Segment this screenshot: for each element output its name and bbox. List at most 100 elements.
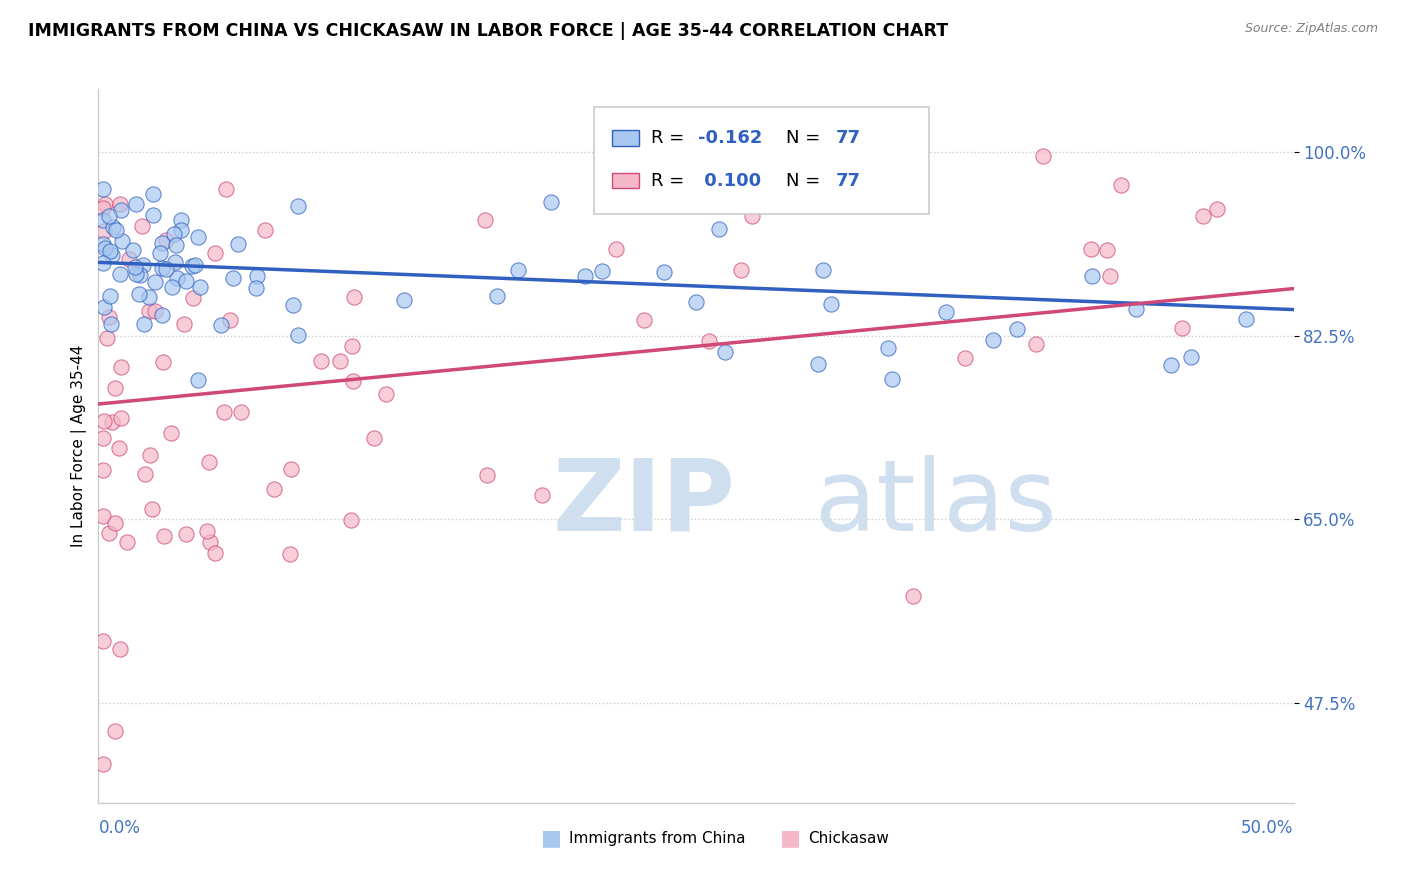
Point (170, 222, 193, 236)
Point (1171, 321, 1194, 335)
Point (187, 230, 209, 244)
Point (374, 386, 396, 401)
Point (278, 547, 301, 561)
Point (91, 633, 114, 648)
Point (226, 237, 249, 252)
Point (631, 135, 654, 149)
Point (219, 313, 242, 327)
Text: N =: N = (786, 171, 825, 189)
Point (170, 212, 193, 227)
Point (91, 463, 114, 477)
Point (93, 300, 115, 314)
Point (98, 526, 121, 541)
Point (149, 246, 172, 260)
Point (91, 237, 114, 252)
Point (212, 405, 235, 419)
Point (138, 290, 160, 304)
FancyBboxPatch shape (612, 130, 638, 145)
Point (287, 199, 309, 213)
Point (953, 351, 976, 365)
Point (474, 212, 496, 227)
Point (309, 354, 332, 368)
Text: N =: N = (786, 128, 825, 146)
Point (91, 182, 114, 196)
Point (174, 274, 197, 288)
Point (685, 294, 707, 309)
Point (111, 234, 134, 248)
Point (141, 208, 163, 222)
Point (1206, 202, 1229, 216)
Point (820, 296, 842, 310)
Text: R =: R = (651, 128, 689, 146)
Point (174, 527, 197, 541)
Point (108, 267, 131, 281)
Point (209, 318, 232, 333)
Text: 0.100: 0.100 (699, 171, 762, 189)
Point (1234, 311, 1257, 326)
Point (141, 502, 163, 516)
Point (173, 317, 195, 331)
Point (91, 431, 114, 445)
Point (134, 467, 156, 481)
Text: 77: 77 (835, 128, 860, 146)
Point (394, 293, 416, 307)
Point (150, 236, 173, 251)
Point (183, 258, 205, 272)
Point (197, 455, 219, 469)
Point (117, 252, 139, 266)
Point (730, 262, 752, 277)
Point (155, 233, 177, 247)
Point (180, 259, 202, 273)
Point (633, 313, 655, 327)
Point (101, 415, 124, 429)
Point (110, 411, 132, 425)
Point (807, 357, 830, 371)
Point (96, 331, 118, 345)
Point (104, 381, 127, 395)
Point (110, 360, 132, 375)
Point (150, 308, 173, 322)
Text: Source: ZipAtlas.com: Source: ZipAtlas.com (1244, 22, 1378, 36)
Point (363, 432, 385, 446)
Point (117, 535, 139, 549)
Point (281, 298, 304, 312)
Point (98, 244, 121, 258)
Point (128, 287, 150, 301)
Y-axis label: In Labor Force | Age 35-44: In Labor Force | Age 35-44 (72, 345, 87, 547)
Point (540, 195, 562, 210)
Point (903, 589, 925, 603)
Point (143, 275, 166, 289)
Text: R =: R = (651, 171, 689, 189)
Point (187, 373, 209, 387)
Point (1109, 178, 1132, 192)
Point (122, 243, 145, 257)
Point (697, 334, 720, 348)
Text: 0.0%: 0.0% (98, 819, 141, 837)
Text: ■: ■ (541, 829, 562, 848)
Point (204, 546, 226, 560)
Point (165, 255, 187, 269)
Point (340, 339, 363, 353)
Point (125, 197, 148, 211)
Point (1005, 322, 1028, 336)
Point (128, 268, 150, 283)
Point (229, 405, 252, 419)
Point (107, 441, 129, 455)
Point (160, 425, 183, 440)
Point (97, 310, 120, 324)
Point (143, 303, 166, 318)
Point (165, 238, 187, 252)
Point (150, 260, 173, 275)
Point (153, 529, 176, 543)
Point (287, 328, 309, 343)
Text: ZIP: ZIP (553, 455, 735, 551)
Point (132, 258, 155, 272)
Point (110, 203, 132, 218)
Point (93, 223, 115, 237)
Point (329, 354, 352, 368)
Point (91, 508, 114, 523)
Point (245, 281, 267, 295)
Text: Chickasaw: Chickasaw (808, 831, 890, 846)
Point (91, 756, 114, 771)
Point (813, 262, 835, 277)
